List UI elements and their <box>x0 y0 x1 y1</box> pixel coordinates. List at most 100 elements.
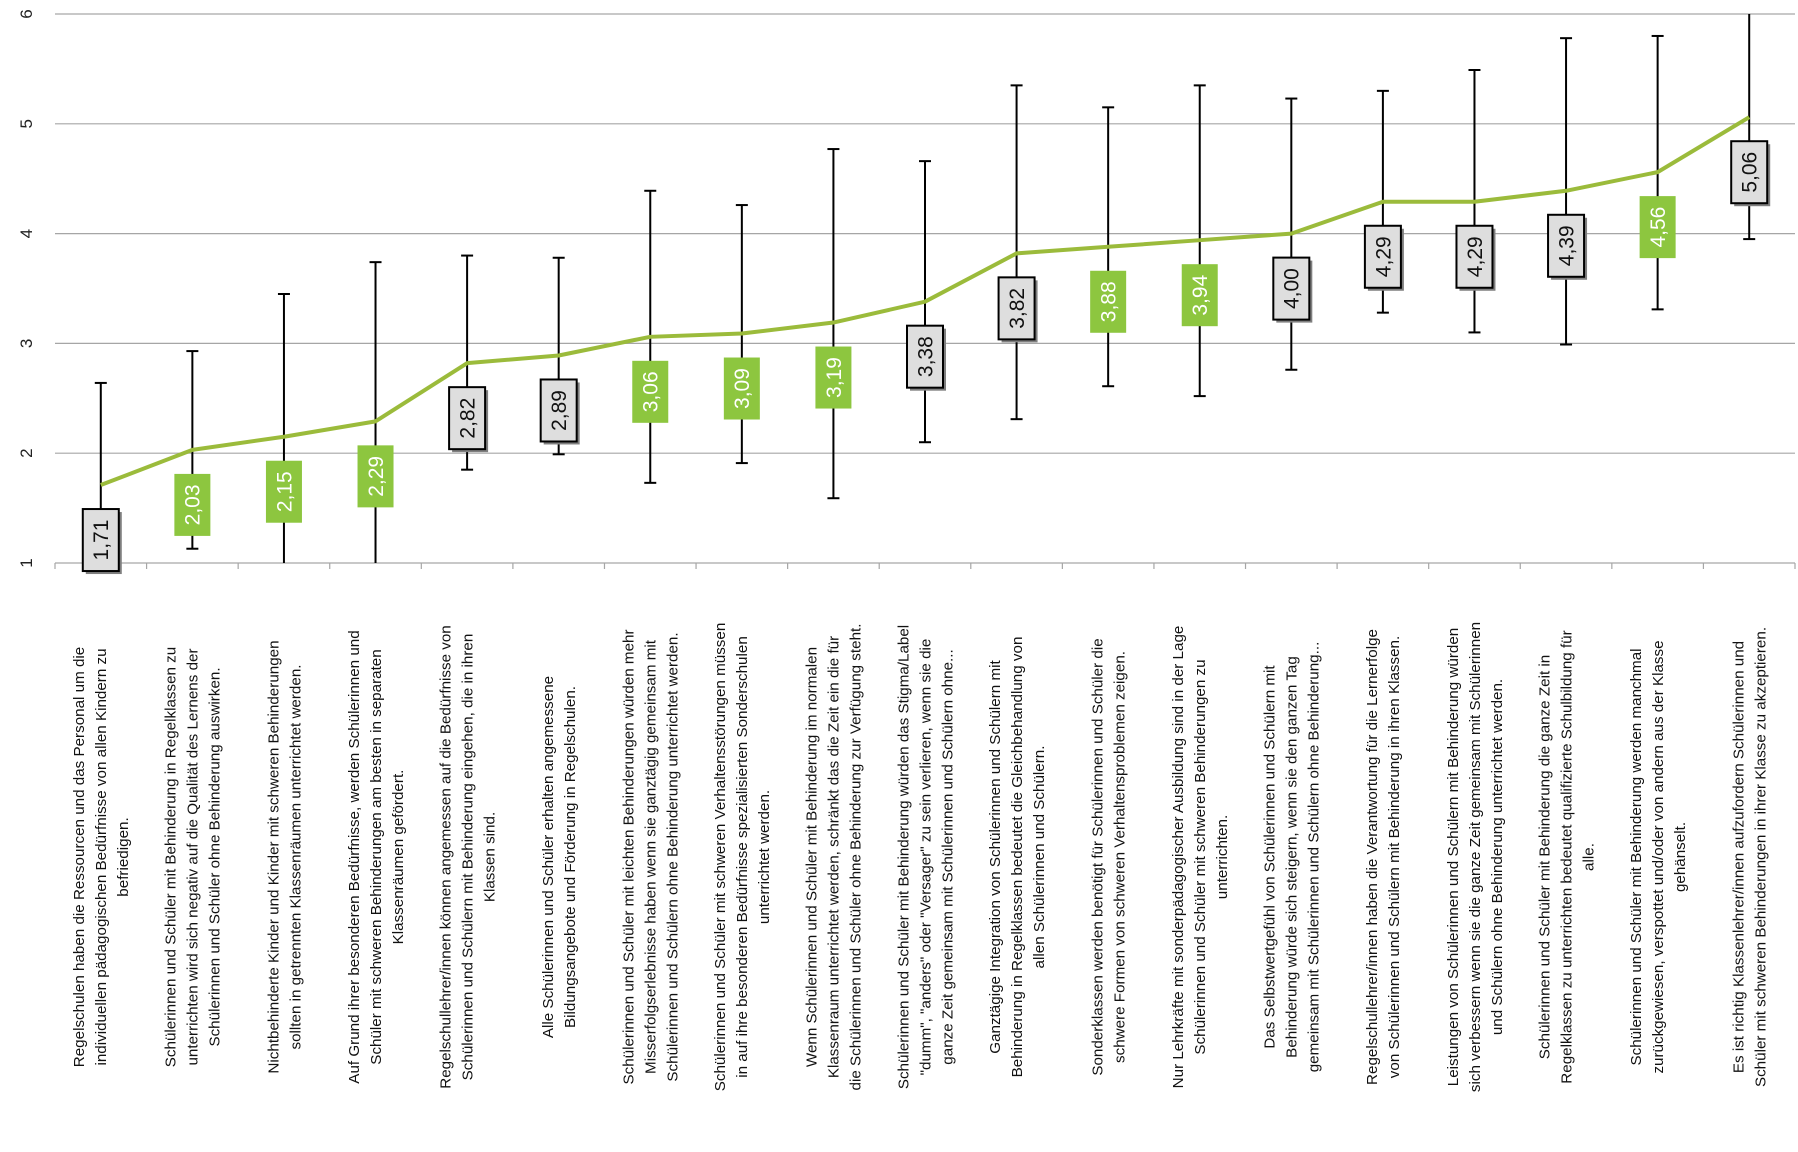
y-tick-label: 3 <box>17 339 36 348</box>
value-label: 4,39 <box>1547 213 1588 280</box>
value-box-grey <box>81 508 120 573</box>
value-label: 4,29 <box>1455 224 1496 291</box>
category-label: Regelschullehrer/innen haben die Verantw… <box>1364 629 1381 1085</box>
value-box-grey <box>906 324 944 389</box>
value-box-green <box>357 445 394 508</box>
value-box-green <box>815 346 852 409</box>
category-label: Schülerinnen und Schüler ohne Behinderun… <box>207 667 224 1046</box>
category-label: und Schülern ohne Behinderung unterricht… <box>1489 679 1506 1035</box>
category-label: Klassen sind. <box>481 812 498 902</box>
value-label-text: 3,94 <box>1189 274 1212 315</box>
value-labels: 1,71 2,03 2,15 2,29 2,82 2,89 3,06 3,09 3,19 3,38… <box>81 140 1771 575</box>
value-box-grey <box>1272 256 1311 321</box>
value-label-text: 5,06 <box>1739 152 1762 193</box>
value-box-grey <box>1547 213 1586 278</box>
value-label: 2,89 <box>539 378 580 445</box>
value-label-text: 1,71 <box>90 520 113 561</box>
value-label-text: 2,29 <box>365 456 388 497</box>
y-tick-label: 5 <box>17 119 36 128</box>
value-box-green <box>1181 264 1218 327</box>
category-label: sich verbessern wenn sie die ganze Zeit … <box>1467 622 1484 1092</box>
category-label: Schülerinnen und Schüler mit Behinderung… <box>1628 648 1645 1065</box>
value-label-text: 3,88 <box>1098 281 1121 322</box>
value-label: 1,71 <box>81 508 122 575</box>
value-label: 3,82 <box>997 276 1038 343</box>
category-label: Nur Lehrkräfte mit sonderpädagogischer A… <box>1170 626 1187 1089</box>
value-box-grey <box>997 276 1036 341</box>
y-tick-label: 2 <box>17 448 36 457</box>
value-label: 3,88 <box>1090 270 1127 333</box>
category-label: alle. <box>1580 843 1597 871</box>
value-box-green <box>1639 196 1676 259</box>
value-box-green <box>632 360 669 423</box>
category-label: zurückgewiesen, verspottet und/oder von … <box>1650 640 1667 1073</box>
value-label-text: 4,00 <box>1281 268 1304 309</box>
category-label: unterrichtet werden. <box>756 790 773 924</box>
category-label: Misserfolgserlebnisse haben wenn sie gan… <box>643 639 660 1074</box>
category-label: sollten in getrennten Klassenräumen unte… <box>287 665 304 1050</box>
category-label: gehänselt. <box>1672 822 1689 892</box>
category-label: Schülerinnen und Schülern mit Behinderun… <box>459 634 476 1081</box>
category-label: Alle Schülerinnen und Schüler erhalten a… <box>540 676 557 1038</box>
value-label-text: 4,29 <box>1464 236 1487 277</box>
category-label: Schüler mit schweren Behinderungen am be… <box>368 649 385 1064</box>
value-label: 4,00 <box>1272 256 1313 323</box>
value-box-grey <box>1455 224 1494 289</box>
value-label-text: 2,15 <box>273 471 296 512</box>
error-bars <box>94 14 1756 563</box>
category-label: Klassenraum unterrichtet werden, schränk… <box>826 636 843 1078</box>
value-label-text: 4,29 <box>1372 236 1395 277</box>
category-label: Klassenräumen gefördert. <box>390 770 407 945</box>
category-label: Ganztägige Integration von Schülerinnen … <box>987 660 1004 1054</box>
value-label-text: 4,39 <box>1555 225 1578 266</box>
value-label: 2,03 <box>174 473 211 536</box>
category-label: Schülerinnen und Schüler mit Behinderung… <box>163 647 180 1067</box>
value-label: 2,82 <box>448 386 489 453</box>
value-label-text: 3,06 <box>640 371 663 412</box>
mean-line <box>100 115 1751 487</box>
category-label: schwere Formen von schweren Verhaltenspr… <box>1111 651 1128 1063</box>
y-tick-label: 1 <box>17 558 36 567</box>
value-label-text: 3,38 <box>914 336 937 377</box>
category-label: Das Selbstwertgefühl von Schülerinnen un… <box>1262 665 1279 1049</box>
category-label: Schülerinnen und Schüler mit Behinderung… <box>895 625 912 1089</box>
category-label: ganze Zeit gemeinsam mit Schülerinnen un… <box>939 649 956 1064</box>
category-label: Es ist richtig Klassenlehrer/innen aufzu… <box>1731 641 1748 1073</box>
category-label: befriedigen. <box>115 817 132 896</box>
value-box-green <box>1090 270 1127 333</box>
value-label: 5,06 <box>1730 140 1771 207</box>
category-label: die Schülerinnen und Schüler ohne Behind… <box>848 624 865 1091</box>
category-label: in auf ihre besonderen Bedürfnisse spezi… <box>734 636 751 1078</box>
category-label: Regelklassen zu unterrichten bedeutet qu… <box>1558 630 1575 1083</box>
category-label: von Schülerinnen und Schülern mit Behind… <box>1386 636 1403 1078</box>
mean-series-line <box>100 115 1751 487</box>
category-labels: Regelschulen haben die Ressourcen und da… <box>71 622 1769 1092</box>
value-label: 3,09 <box>723 357 760 420</box>
value-box-green <box>174 473 211 536</box>
category-label: individuellen pädagogischen Bedürfnisse … <box>93 648 110 1065</box>
y-tick-label: 4 <box>17 229 36 238</box>
value-label-text: 2,03 <box>182 484 205 525</box>
category-label: "dumm", "anders" oder "Versager" zu sein… <box>917 639 934 1076</box>
value-label-text: 4,56 <box>1647 207 1670 248</box>
category-label: Schülerinnen und Schüler mit leichten Be… <box>621 629 638 1084</box>
category-label: Nichtbehinderte Kinder und Kinder mit sc… <box>265 640 282 1073</box>
value-label: 4,56 <box>1639 196 1676 259</box>
category-label: unterrichten wird sich negativ auf die Q… <box>185 648 202 1065</box>
category-label: gemeinsam mit Schülerinnen und Schülern … <box>1306 642 1323 1073</box>
value-label-text: 3,09 <box>731 368 754 409</box>
value-label-text: 3,19 <box>823 357 846 398</box>
category-label: Schülerinnen und Schüler mit schweren Be… <box>1192 659 1209 1054</box>
category-label: Sonderklassen werden benötigt für Schüle… <box>1089 638 1106 1075</box>
value-label: 2,15 <box>265 460 302 523</box>
category-label: Schülerinnen und Schüler mit Behinderung… <box>1536 655 1553 1059</box>
value-label: 3,38 <box>906 324 946 391</box>
value-label: 3,19 <box>815 346 852 409</box>
value-box-green <box>723 357 760 420</box>
category-label: Behinderung würde sich steigern, wenn si… <box>1284 656 1301 1058</box>
category-label: Bildungsangebote und Förderung in Regels… <box>562 686 579 1028</box>
category-label: Schüler mit schweren Behinderungen in ih… <box>1753 627 1770 1087</box>
category-label: Auf Grund ihrer besonderen Bedürfnisse, … <box>346 630 363 1083</box>
category-label: Wenn Schülerinnen und Schüler mit Behind… <box>804 647 821 1067</box>
category-label: unterrichten. <box>1214 815 1231 899</box>
